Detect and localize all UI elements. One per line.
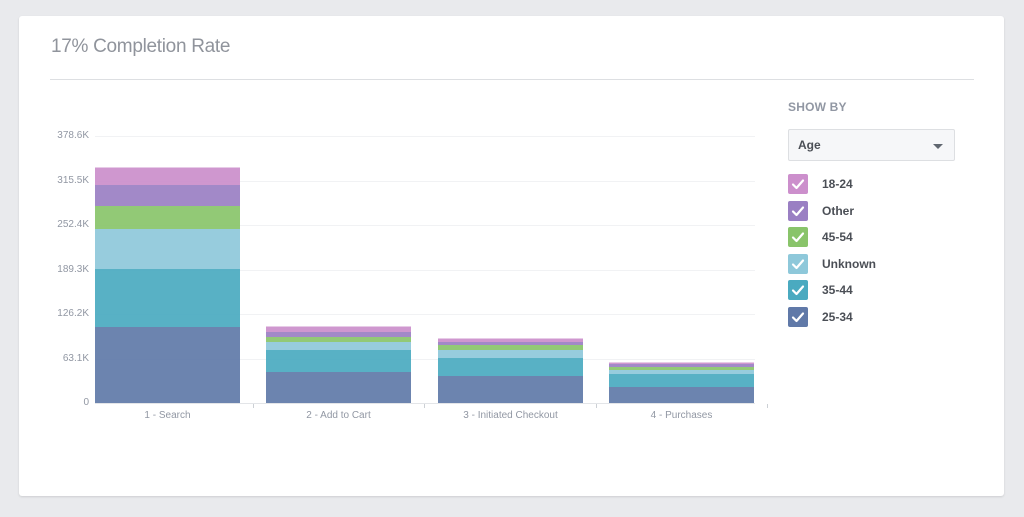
y-axis-label: 0 — [83, 397, 89, 408]
stacked-bar-chart: 0 63.1K 126.2K 189.3K 252.4K 315.5K 378.6K 1 - … — [19, 16, 779, 496]
legend: 18-24 Other 45-54 Unknown 35-44 25-34 — [788, 174, 876, 334]
gridline — [95, 180, 755, 182]
bar-segment-35-44[interactable] — [95, 269, 240, 327]
caret-down-icon — [933, 144, 943, 149]
bar-1[interactable] — [95, 167, 240, 403]
legend-checkbox[interactable] — [788, 200, 808, 221]
x-axis-label: 1 - Search — [144, 410, 191, 421]
bar-segment-35-44[interactable] — [438, 358, 583, 376]
header-divider — [50, 79, 974, 80]
bar-segment-45-54[interactable] — [95, 206, 240, 230]
bar-4[interactable] — [609, 361, 754, 403]
bar-segment-25-34[interactable] — [266, 371, 411, 403]
checkmark-icon — [791, 179, 805, 190]
legend-item-18-24[interactable]: 18-24 — [788, 174, 876, 201]
legend-item-25-34[interactable]: 25-34 — [788, 306, 876, 334]
bar-segment-other[interactable] — [95, 185, 240, 207]
legend-label: 25-34 — [822, 309, 853, 324]
gridline — [95, 314, 755, 315]
x-axis-label: 3 - Initiated Checkout — [463, 410, 558, 421]
bar-2[interactable] — [266, 326, 411, 403]
legend-checkbox[interactable] — [788, 306, 808, 327]
checkmark-icon — [791, 259, 805, 269]
show-by-label: SHOW BY — [788, 100, 847, 114]
legend-item-35-44[interactable]: 35-44 — [788, 280, 876, 307]
bar-segment-25-34[interactable] — [438, 375, 583, 403]
bar-segment-45-54[interactable] — [438, 345, 583, 351]
bar-segment-35-44[interactable] — [609, 374, 754, 387]
legend-item-other[interactable]: Other — [788, 200, 876, 228]
bar-segment-other[interactable] — [266, 332, 411, 337]
checkmark-icon — [791, 312, 805, 323]
bar-segment-other[interactable] — [438, 342, 583, 346]
chart-title: 17% Completion Rate — [51, 36, 231, 57]
dropdown-selected-value: Age — [798, 138, 821, 152]
bar-segment-unknown[interactable] — [609, 370, 754, 375]
x-axis-label: 2 - Add to Cart — [306, 410, 371, 421]
x-axis-tick — [253, 404, 254, 408]
bar-segment-25-34[interactable] — [95, 326, 240, 403]
x-axis-line — [95, 403, 755, 404]
x-axis-tick — [767, 404, 768, 408]
checkmark-icon — [791, 285, 805, 296]
bar-segment-18-24[interactable] — [95, 167, 240, 186]
y-axis-label: 126.2K — [57, 308, 89, 319]
show-by-dropdown[interactable]: Age — [788, 129, 955, 161]
bar-segment-unknown[interactable] — [95, 229, 240, 269]
checkmark-icon — [791, 232, 805, 243]
gridline — [95, 225, 755, 226]
y-axis-label: 63.1K — [62, 352, 89, 364]
y-axis-label: 252.4K — [57, 219, 89, 230]
legend-label: Unknown — [822, 256, 876, 271]
bar-segment-45-54[interactable] — [266, 337, 411, 342]
bar-segment-45-54[interactable] — [609, 366, 754, 370]
legend-label: Other — [822, 203, 855, 218]
bar-segment-18-24[interactable] — [438, 338, 583, 343]
legend-label: 35-44 — [822, 283, 853, 298]
bar-segment-18-24[interactable] — [266, 326, 411, 332]
legend-checkbox[interactable] — [788, 174, 808, 194]
legend-label: 18-24 — [822, 177, 853, 191]
funnel-card: 17% Completion Rate 0 63.1K 126.2K 189.3K 25… — [19, 16, 1004, 496]
legend-checkbox[interactable] — [788, 280, 808, 301]
gridline — [95, 269, 755, 271]
bar-segment-35-44[interactable] — [266, 349, 411, 372]
bar-segment-18-24[interactable] — [609, 361, 754, 364]
gridline — [95, 136, 755, 137]
legend-checkbox[interactable] — [788, 253, 808, 274]
legend-item-45-54[interactable]: 45-54 — [788, 227, 876, 254]
y-axis-label: 315.5K — [57, 174, 89, 186]
bar-segment-unknown[interactable] — [438, 350, 583, 359]
y-axis-label: 189.3K — [57, 263, 89, 275]
bar-3[interactable] — [438, 338, 583, 403]
x-axis-tick — [424, 404, 425, 408]
legend-checkbox[interactable] — [788, 227, 808, 248]
legend-item-unknown[interactable]: Unknown — [788, 253, 876, 281]
show-by-panel: SHOW BY Age 18-24 Other 45-54 Unknown 35-44 2… — [787, 100, 987, 327]
legend-label: 45-54 — [822, 230, 853, 245]
bar-segment-25-34[interactable] — [609, 386, 754, 403]
gridline — [95, 358, 755, 360]
x-axis-label: 4 - Purchases — [650, 410, 713, 421]
checkmark-icon — [791, 205, 805, 216]
bar-segment-unknown[interactable] — [266, 342, 411, 350]
y-axis-label: 378.6K — [57, 130, 89, 141]
x-axis-tick — [596, 404, 597, 408]
bar-segment-other[interactable] — [609, 363, 754, 367]
